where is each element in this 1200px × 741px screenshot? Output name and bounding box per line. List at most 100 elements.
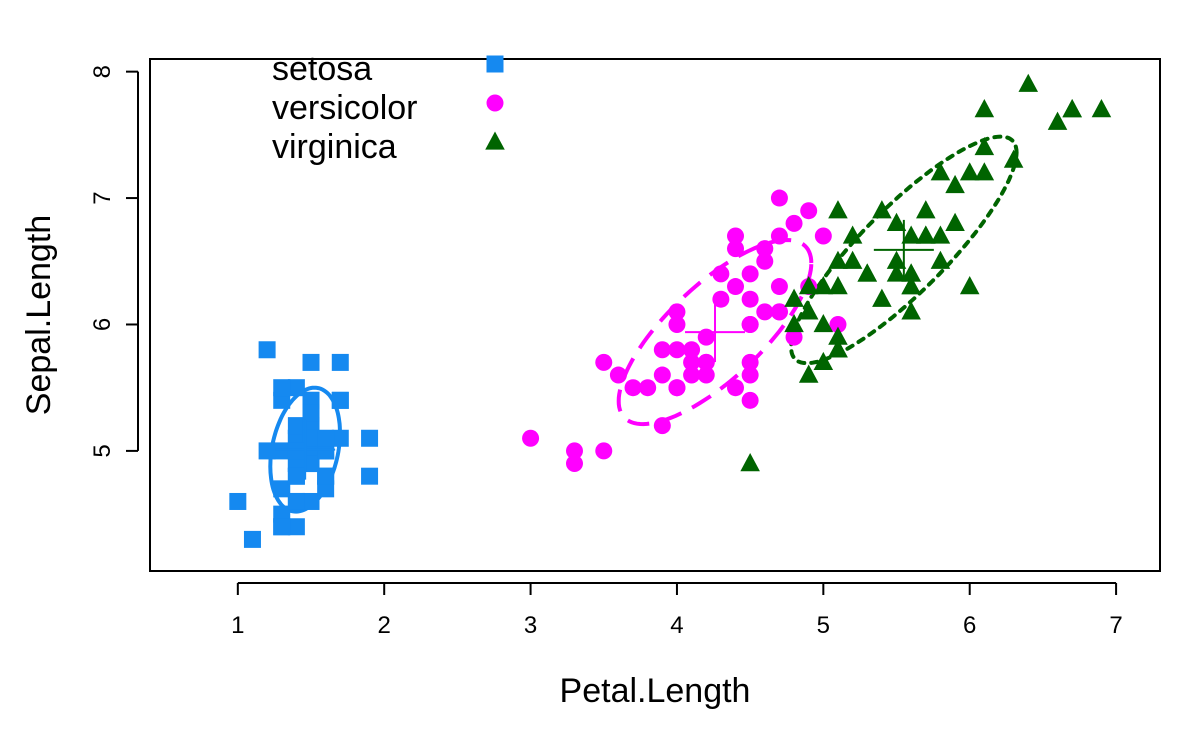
versicolor-point <box>741 366 759 384</box>
virginica-point <box>974 162 995 181</box>
virginica-point <box>1003 149 1024 168</box>
virginica-point <box>901 276 921 295</box>
virginica-point <box>857 263 878 282</box>
legend-label-setosa: setosa <box>272 50 372 88</box>
virginica-point <box>974 99 995 118</box>
virginica-point <box>784 288 804 307</box>
virginica-point <box>901 225 921 244</box>
versicolor-point <box>727 379 745 397</box>
legend-marker-virginica <box>485 131 505 150</box>
setosa-point <box>302 353 320 371</box>
x-tick-label: 6 <box>963 612 976 639</box>
virginica-point <box>842 250 863 269</box>
virginica-point <box>828 339 848 358</box>
legend-marker-setosa <box>486 55 504 73</box>
y-tick-label: 6 <box>89 318 116 331</box>
virginica-point <box>828 276 848 295</box>
virginica-point <box>813 313 834 333</box>
virginica-point <box>1062 99 1082 118</box>
versicolor-point <box>741 315 759 333</box>
virginica-point <box>1047 111 1068 130</box>
setosa-point <box>302 492 320 510</box>
versicolor-point <box>522 429 540 447</box>
versicolor-point <box>653 417 671 435</box>
setosa-point <box>287 467 305 485</box>
confidence-ellipses <box>268 134 1019 514</box>
versicolor-point <box>727 278 745 296</box>
versicolor-point <box>653 341 671 359</box>
versicolor-point <box>712 265 730 283</box>
setosa-point <box>302 455 320 473</box>
y-tick-label: 8 <box>89 65 116 78</box>
versicolor-point <box>770 303 788 321</box>
y-tick-label: 5 <box>89 444 116 457</box>
versicolor-point <box>639 379 657 397</box>
setosa-point <box>287 442 305 460</box>
virginica-point <box>886 212 907 231</box>
versicolor-point <box>770 189 788 207</box>
versicolor-point <box>683 341 701 359</box>
versicolor-point <box>829 315 847 333</box>
x-tick-label: 2 <box>378 612 391 639</box>
plot-frame <box>149 58 1161 572</box>
virginica-ellipse <box>789 134 1019 366</box>
virginica-point <box>945 174 965 194</box>
virginica-point <box>901 301 921 320</box>
legend-marker-versicolor <box>486 94 504 112</box>
versicolor-point <box>770 227 788 245</box>
versicolor-point <box>683 353 701 371</box>
versicolor-point <box>727 227 745 245</box>
virginica-point <box>1091 99 1112 118</box>
setosa-point <box>287 379 305 397</box>
setosa-point <box>229 492 247 510</box>
x-tick-label: 4 <box>670 612 683 639</box>
virginica-point <box>959 276 980 295</box>
legend-label-versicolor: versicolor <box>272 89 417 127</box>
versicolor-point <box>785 214 803 232</box>
versicolor-point <box>800 202 818 220</box>
virginica-point <box>930 225 951 244</box>
x-tick-label: 1 <box>231 612 244 639</box>
virginica-point <box>784 313 804 333</box>
virginica-point <box>740 453 760 472</box>
versicolor-point <box>595 442 613 460</box>
versicolor-point <box>756 303 774 321</box>
virginica-point <box>828 250 848 269</box>
virginica-point <box>842 225 863 244</box>
virginica-point <box>1018 73 1039 92</box>
virginica-point <box>813 351 834 371</box>
setosa-point <box>302 404 320 422</box>
versicolor-point <box>741 391 759 409</box>
x-axis-title: Petal.Length <box>560 672 751 710</box>
versicolor-point <box>756 240 774 258</box>
virginica-point <box>798 364 819 383</box>
y-axis: 5 6 7 8 <box>89 65 139 458</box>
virginica-point <box>930 162 951 181</box>
versicolor-point <box>668 303 686 321</box>
versicolor-point <box>697 366 715 384</box>
x-axis: 1 2 3 4 5 6 7 <box>231 582 1123 639</box>
versicolor-point <box>668 315 686 333</box>
virginica-point <box>945 212 965 231</box>
virginica-point <box>872 200 892 219</box>
setosa-point <box>287 518 305 536</box>
versicolor-point <box>683 366 701 384</box>
x-tick-label: 3 <box>524 612 537 639</box>
setosa-point <box>331 429 349 447</box>
virginica-point <box>798 301 819 320</box>
versicolor-point <box>785 328 803 346</box>
versicolor-ellipse <box>616 237 814 427</box>
versicolor-point <box>741 265 759 283</box>
setosa-point <box>258 442 276 460</box>
versicolor-point <box>741 290 759 308</box>
versicolor-point <box>668 341 686 359</box>
virginica-point <box>916 225 936 244</box>
versicolor-point <box>712 290 730 308</box>
virginica-point <box>872 288 892 307</box>
versicolor-point <box>565 442 583 460</box>
versicolor-point <box>741 353 759 371</box>
virginica-point <box>828 326 848 345</box>
versicolor-point <box>756 252 774 270</box>
virginica-point <box>901 263 921 282</box>
